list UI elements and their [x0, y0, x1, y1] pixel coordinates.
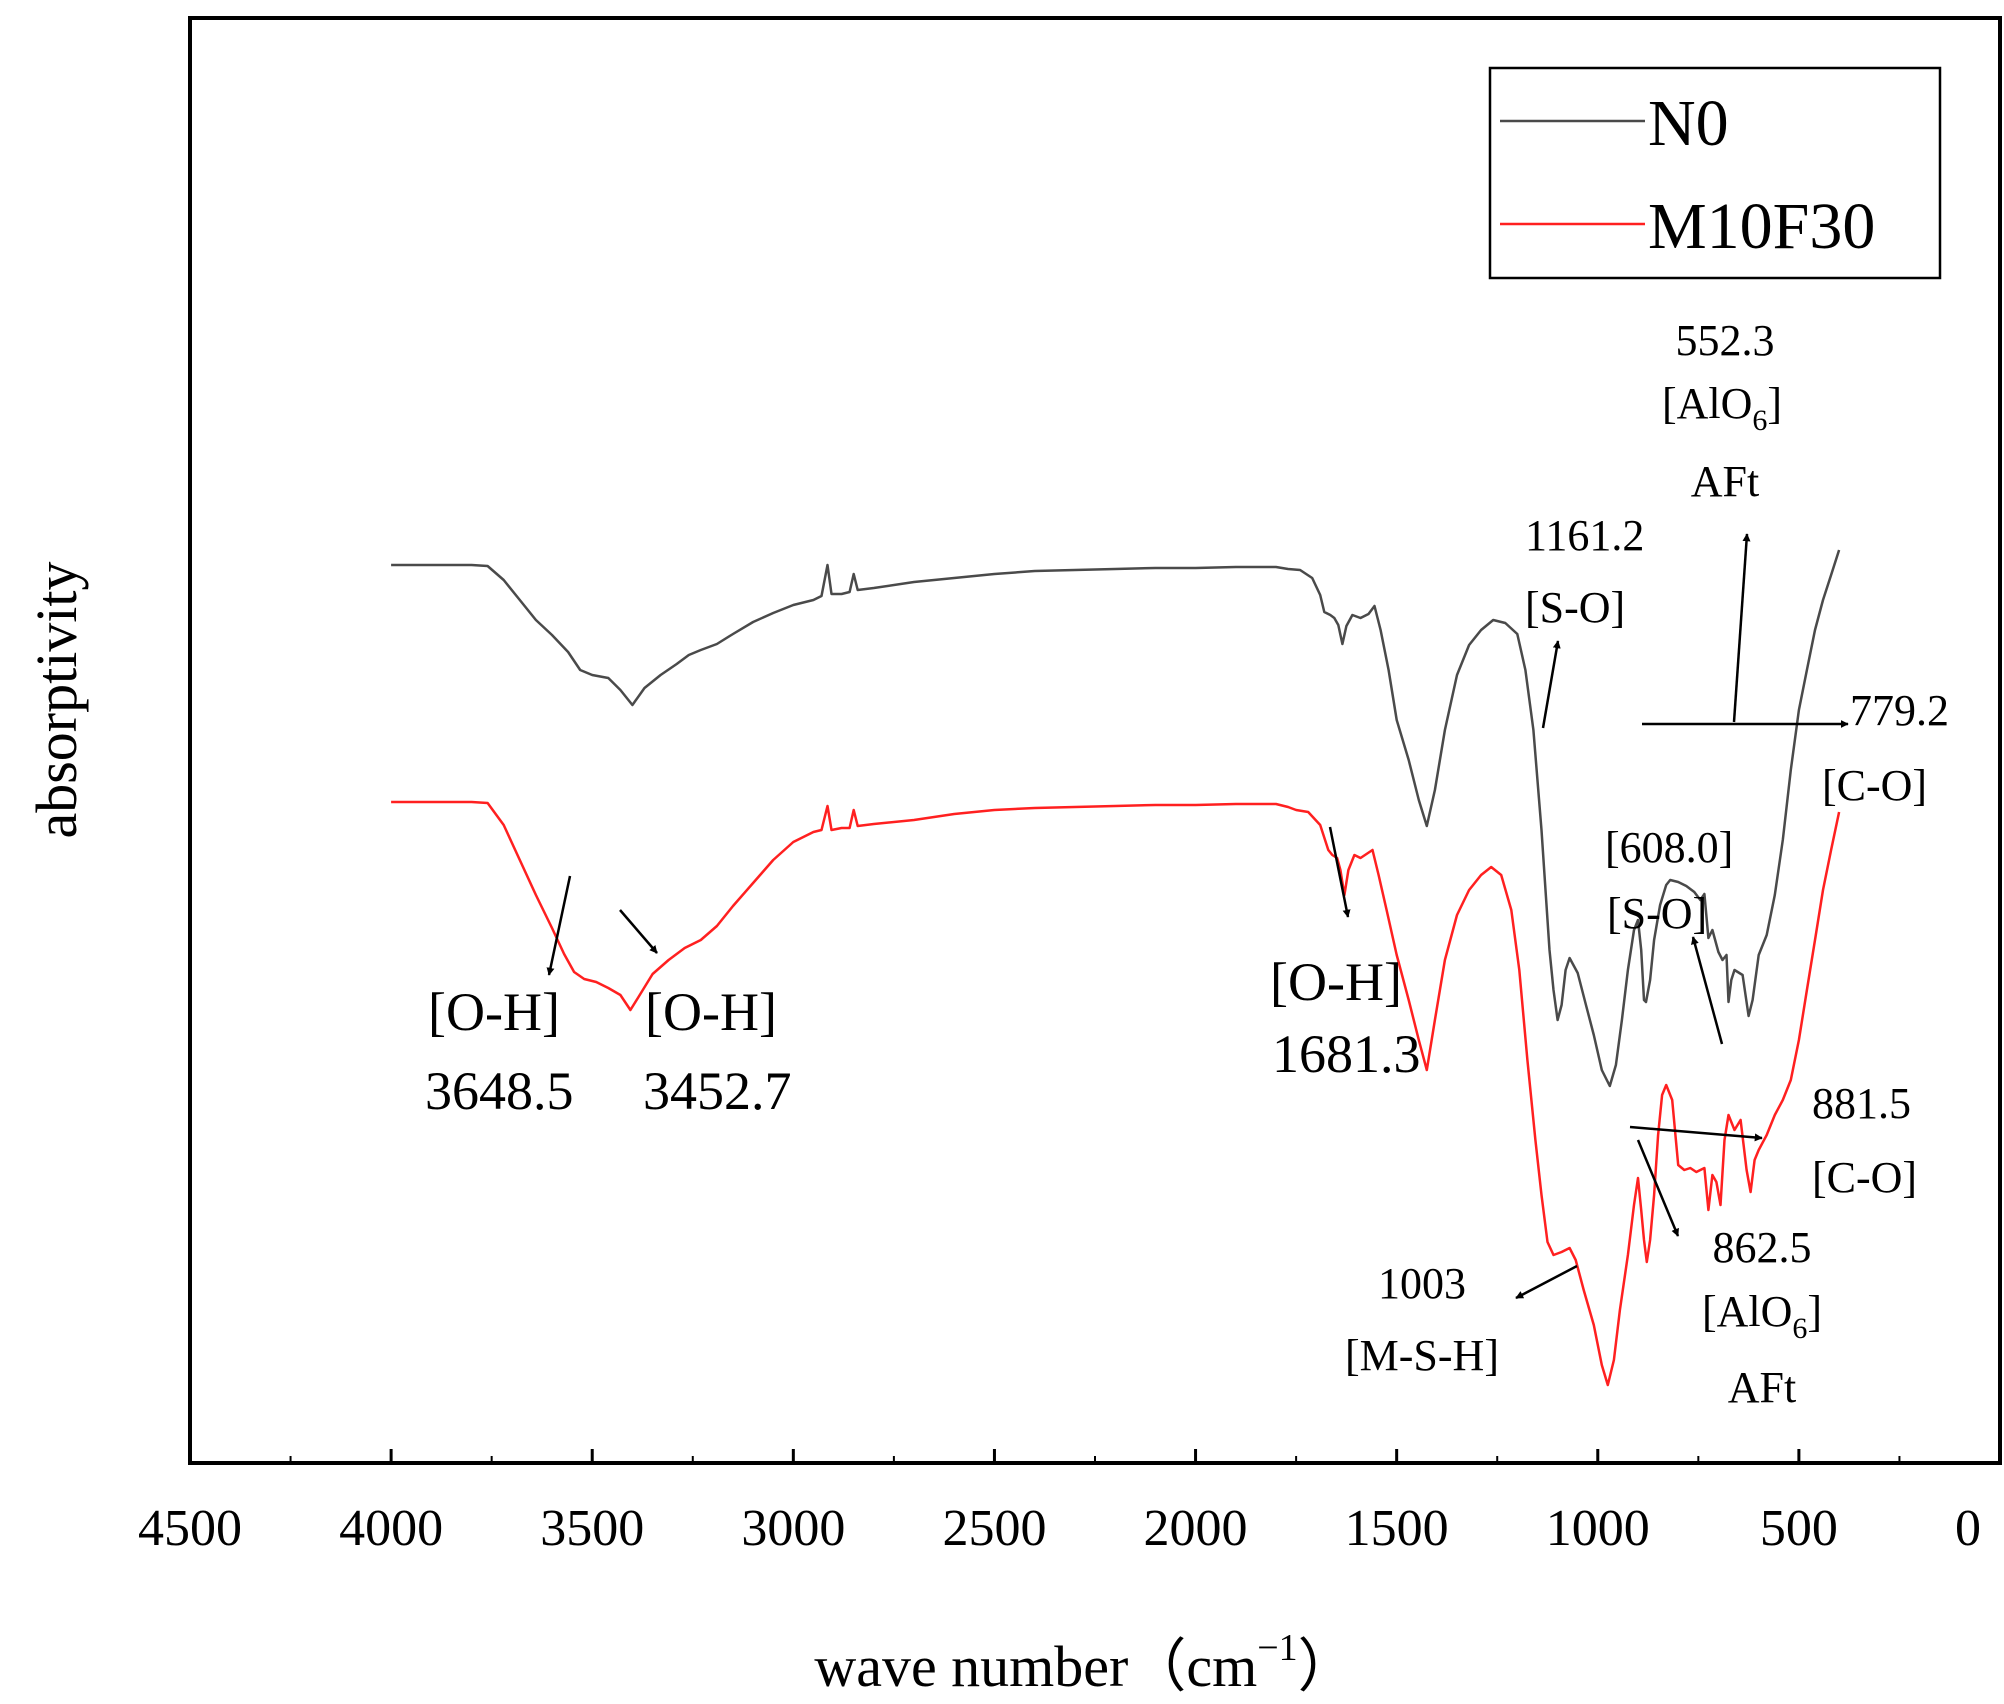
legend-label-m10f30: M10F30 [1648, 190, 1875, 263]
annotation-779-2-group: [C-O] [1822, 761, 1927, 810]
x-tick-label: 1000 [1546, 1500, 1650, 1557]
annotation-552-3-value: 552.3 [1676, 316, 1775, 365]
arrow-3648-5 [546, 875, 572, 976]
arrow-552-3 [1732, 533, 1751, 723]
x-tick-label: 2500 [942, 1500, 1046, 1557]
arrow-1161-2 [1541, 640, 1561, 729]
annotation-3452-7-value: 3452.7 [643, 1061, 792, 1121]
annotation-881-5-value: 881.5 [1812, 1079, 1911, 1128]
arrow-1681-3 [1328, 826, 1351, 918]
annotations: 552.3 [AlO6] AFt 1161.2 [S-O] 779.2 [C-O… [425, 316, 1949, 1412]
legend-label-n0: N0 [1648, 87, 1729, 160]
x-tick-label: 4500 [138, 1500, 242, 1557]
x-tick-label: 3000 [741, 1500, 845, 1557]
annotation-1161-2-value: 1161.2 [1525, 511, 1644, 560]
legend: N0 M10F30 [1488, 66, 1942, 280]
annotation-862-5-value: 862.5 [1713, 1223, 1812, 1272]
x-tick-label: 3500 [540, 1500, 644, 1557]
annotation-1681-3-value: 1681.3 [1272, 1024, 1421, 1084]
annotation-3452-7-group: [O-H] [645, 982, 777, 1042]
annotation-1003-value: 1003 [1378, 1259, 1466, 1308]
annotation-1003-group: [M-S-H] [1345, 1331, 1499, 1380]
x-tick-label: 500 [1760, 1500, 1838, 1557]
x-axis-ticks: 4500 4000 3500 3000 2500 2000 1500 1000 500 0 [138, 1449, 2002, 1557]
x-tick-label: 4000 [339, 1500, 443, 1557]
x-tick-label: 0 [1955, 1500, 1981, 1557]
arrow-862-5 [1636, 1139, 1680, 1237]
annotation-552-3-phase: AFt [1691, 457, 1759, 506]
annotation-862-5-phase: AFt [1728, 1363, 1796, 1412]
arrow-3452-7 [619, 909, 658, 954]
annotation-779-2-value: 779.2 [1850, 686, 1949, 735]
x-axis-label: wave number（cm−1） [814, 1627, 1355, 1699]
annotation-arrows [546, 533, 1849, 1300]
y-axis-label: absorptivity [24, 561, 89, 838]
arrow-1003 [1515, 1264, 1578, 1300]
annotation-3648-5-value: 3648.5 [425, 1061, 574, 1121]
annotation-881-5-group: [C-O] [1812, 1153, 1917, 1202]
annotation-552-3-group: [AlO6] [1662, 379, 1782, 437]
arrow-881-5 [1629, 1125, 1763, 1142]
annotation-1161-2-group: [S-O] [1525, 583, 1625, 632]
annotation-1681-3-group: [O-H] [1270, 952, 1402, 1012]
legend-box [1488, 66, 1942, 280]
series-line-n0 [391, 549, 1841, 1088]
x-tick-label: 2000 [1144, 1500, 1248, 1557]
x-tick-label: 1500 [1345, 1500, 1449, 1557]
annotation-608-0-group: [S-O] [1607, 889, 1707, 938]
annotation-3648-5-group: [O-H] [428, 982, 560, 1042]
annotation-862-5-group: [AlO6] [1702, 1287, 1822, 1345]
series-line-m10f30 [391, 800, 1841, 1387]
arrow-608-0 [1691, 936, 1724, 1045]
annotation-608-0-value: [608.0] [1605, 823, 1733, 872]
